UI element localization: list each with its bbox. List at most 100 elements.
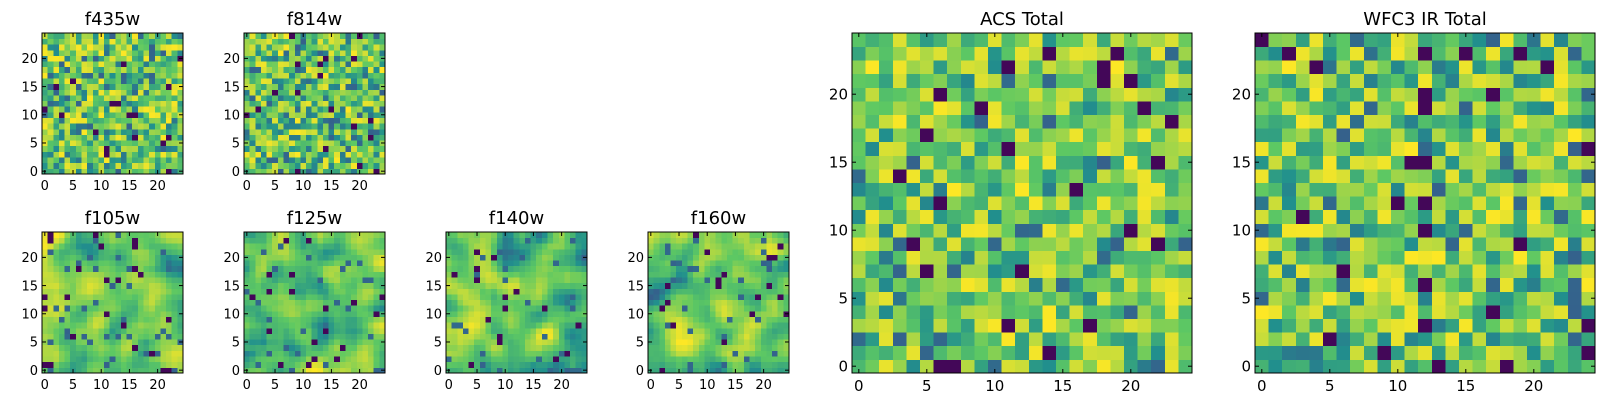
heatmap-cell <box>777 333 784 340</box>
heatmap-cell <box>777 277 784 284</box>
heatmap-cell <box>249 344 256 351</box>
heatmap-cell <box>783 294 790 301</box>
heatmap-cell <box>255 55 262 62</box>
heatmap-cell <box>541 282 548 289</box>
heatmap-cell <box>249 271 256 278</box>
heatmap-cell <box>558 305 565 312</box>
heatmap-cell <box>570 271 577 278</box>
heatmap-cell <box>75 299 82 306</box>
heatmap-cell <box>508 232 515 239</box>
heatmap-cell <box>536 299 543 306</box>
heatmap-cell <box>664 237 671 244</box>
heatmap-cell <box>553 282 560 289</box>
heatmap-cell <box>570 248 577 255</box>
heatmap-cell <box>659 344 666 351</box>
heatmap-cell <box>558 361 565 368</box>
x-tick-label: 10 <box>93 378 110 393</box>
heatmap-cell <box>1554 359 1569 374</box>
heatmap-cell <box>947 33 962 47</box>
heatmap-cell <box>283 237 290 244</box>
heatmap-cell <box>368 157 375 164</box>
heatmap-cell <box>109 316 116 323</box>
heatmap-cell <box>749 350 756 357</box>
heatmap-cell <box>317 344 324 351</box>
heatmap-cell <box>462 322 469 329</box>
heatmap-cell <box>960 237 975 251</box>
heatmap-cell <box>749 271 756 278</box>
heatmap-cell <box>87 61 94 68</box>
heatmap-cell <box>272 265 279 272</box>
heatmap-cell <box>1391 155 1405 170</box>
heatmap-cell <box>98 305 105 312</box>
heatmap-cell <box>339 151 346 158</box>
heatmap-cell <box>1527 237 1541 251</box>
heatmap-cell <box>244 106 251 113</box>
heatmap-cell <box>356 277 363 284</box>
heatmap-cell <box>272 89 279 96</box>
heatmap-cell <box>294 361 301 368</box>
heatmap-cell <box>75 305 82 312</box>
heatmap-cell <box>1309 209 1324 224</box>
heatmap-cell <box>1056 196 1070 211</box>
heatmap-cell <box>664 367 671 374</box>
heatmap-cell <box>143 151 150 158</box>
heatmap-cell <box>575 344 582 351</box>
heatmap-cell <box>1056 209 1070 224</box>
heatmap-cell <box>1151 264 1166 279</box>
heatmap-cell <box>653 271 660 278</box>
heatmap-cell <box>513 339 520 346</box>
heatmap-cell <box>53 49 60 56</box>
heatmap-cell <box>743 277 750 284</box>
heatmap-cell <box>755 294 762 301</box>
heatmap-cell <box>468 260 475 267</box>
heatmap-cell <box>1323 155 1337 170</box>
heatmap-cell <box>664 305 671 312</box>
heatmap-cell <box>581 316 588 323</box>
heatmap-cell <box>732 344 739 351</box>
heatmap-cell <box>154 243 161 250</box>
heatmap-cell <box>126 327 133 334</box>
heatmap-cell <box>749 288 756 295</box>
heatmap-cell <box>743 316 750 323</box>
heatmap-cell <box>772 282 779 289</box>
heatmap-cell <box>104 145 111 152</box>
heatmap-cell <box>306 61 313 68</box>
heatmap-cell <box>715 248 722 255</box>
heatmap-cell <box>277 327 284 334</box>
heatmap-cell <box>1137 101 1152 115</box>
heatmap-cell <box>300 277 307 284</box>
heatmap-cell <box>104 134 111 141</box>
heatmap-cell <box>1459 345 1473 360</box>
heatmap-cell <box>345 151 352 158</box>
heatmap-cell <box>47 78 54 85</box>
heatmap-cell <box>149 162 156 169</box>
heatmap-cell <box>115 361 122 368</box>
heatmap-cell <box>693 299 700 306</box>
heatmap-cell <box>306 361 313 368</box>
heatmap-cell <box>1404 182 1419 197</box>
heatmap-cell <box>306 254 313 261</box>
heatmap-cell <box>244 277 251 284</box>
heatmap-cell <box>496 271 503 278</box>
heatmap-cell <box>704 339 711 346</box>
heatmap-cell <box>1151 33 1166 47</box>
heatmap-cell <box>766 277 773 284</box>
heatmap-cell <box>294 151 301 158</box>
heatmap-cell <box>1486 277 1501 292</box>
heatmap-cell <box>721 271 728 278</box>
heatmap-cell <box>1056 182 1070 197</box>
heatmap-cell <box>479 310 486 317</box>
heatmap-cell <box>1268 345 1283 360</box>
heatmap-cell <box>277 140 284 147</box>
heatmap-cell <box>81 168 88 175</box>
heatmap-cell <box>64 248 71 255</box>
heatmap-cell <box>988 114 1002 129</box>
heatmap-cell <box>379 344 386 351</box>
heatmap-cell <box>160 33 167 40</box>
heatmap-cell <box>260 294 267 301</box>
heatmap-cell <box>244 271 251 278</box>
heatmap-cell <box>294 299 301 306</box>
heatmap-cell <box>300 265 307 272</box>
heatmap-cell <box>166 356 173 363</box>
heatmap-cell <box>783 288 790 295</box>
